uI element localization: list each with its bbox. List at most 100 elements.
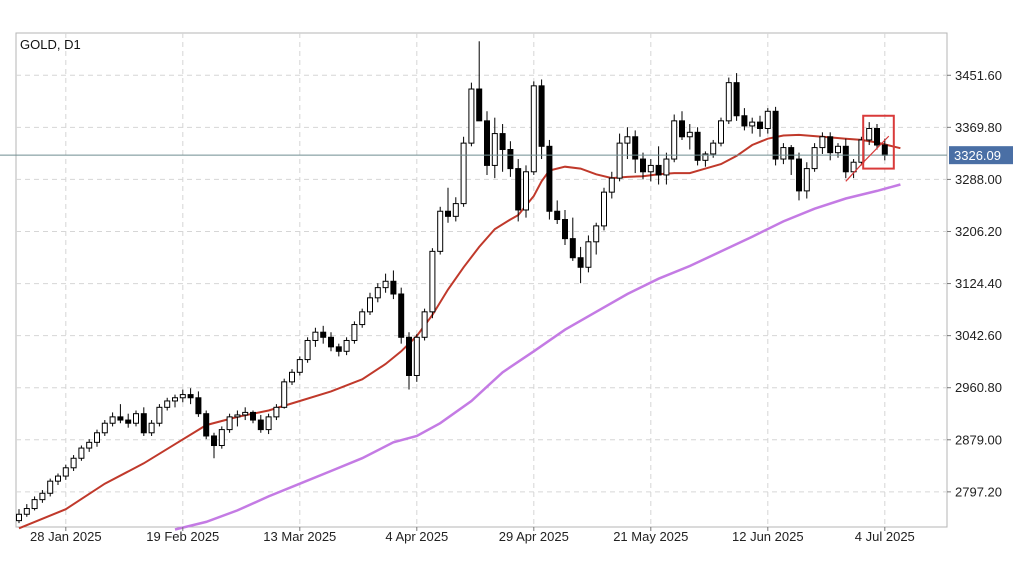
candle-body — [273, 406, 280, 418]
candle-down — [546, 139, 553, 220]
candle-body — [710, 142, 717, 155]
y-tick-label: 2797.20 — [955, 484, 1002, 499]
candle-down — [679, 111, 685, 140]
candle-up — [780, 143, 787, 165]
candle-down — [788, 145, 795, 175]
candle-body — [624, 136, 631, 144]
candle-body — [811, 147, 818, 170]
candle-up — [593, 222, 600, 255]
x-tick-label: 4 Apr 2025 — [385, 529, 448, 544]
axis-labels: 3451.60 3369.80 3288.00 3206.20 3124.40 3042.… — [30, 68, 1002, 544]
candle-down — [554, 200, 561, 224]
x-tick-label: 13 Mar 2025 — [263, 529, 336, 544]
candle-up — [133, 410, 139, 427]
candle-body — [764, 110, 771, 129]
candle-up — [164, 397, 171, 411]
candle-up — [86, 439, 93, 452]
candle-down — [733, 73, 740, 121]
candle-body — [538, 85, 545, 147]
candle-up — [725, 77, 732, 125]
candle-up — [468, 82, 475, 147]
candle-down — [562, 209, 568, 245]
candle-down — [320, 325, 327, 344]
x-tick-label: 29 Apr 2025 — [499, 529, 569, 544]
candle-body — [780, 147, 787, 160]
candle-body — [23, 508, 30, 515]
highlight-box — [862, 114, 895, 170]
candle-body — [250, 411, 256, 421]
candle-body — [850, 161, 857, 173]
candle-up — [172, 394, 178, 408]
y-tick-label: 3124.40 — [955, 276, 1002, 291]
candle-body — [632, 136, 639, 160]
candle-body — [679, 120, 685, 138]
y-tick-label: 2879.00 — [955, 432, 1002, 447]
candle-down — [250, 410, 256, 424]
candle-up — [702, 151, 709, 167]
candle-up — [218, 426, 225, 449]
candle-up — [289, 369, 295, 386]
candle-down — [538, 79, 545, 160]
candle-body — [608, 177, 615, 193]
candle-up — [866, 122, 873, 146]
candle-down — [117, 404, 124, 424]
candle-body — [281, 381, 288, 408]
y-tick-label: 3206.20 — [955, 224, 1002, 239]
candle-up — [101, 420, 108, 436]
candle-up — [718, 117, 724, 147]
candle-body — [476, 88, 483, 122]
candle-body — [655, 164, 662, 176]
candle-down — [569, 217, 576, 261]
candle-body — [172, 397, 178, 402]
candle-up — [312, 327, 319, 347]
candle-body — [335, 346, 342, 352]
candle-body — [320, 331, 327, 338]
candle-body — [515, 168, 522, 211]
candle-body — [772, 110, 779, 160]
x-tick-label: 19 Feb 2025 — [146, 529, 219, 544]
candle-up — [226, 413, 233, 433]
candle-body — [569, 238, 576, 259]
candle-down — [796, 152, 802, 201]
candle-body — [39, 492, 46, 501]
candle-body — [491, 133, 498, 166]
candle-body — [203, 413, 210, 437]
candle-up — [382, 273, 389, 293]
chart-title: GOLD, D1 — [20, 37, 81, 52]
candle-down — [328, 332, 334, 352]
y-tick-label: 2960.80 — [955, 380, 1002, 395]
candle-up — [671, 114, 678, 163]
candle-body — [445, 210, 451, 217]
overlay-layer: 3326.09 — [0, 114, 1013, 182]
candle-body — [733, 82, 740, 117]
candle-down — [741, 108, 748, 131]
candle-body — [694, 131, 701, 161]
candle-body — [796, 158, 802, 192]
candle-body — [367, 297, 373, 313]
candle-up — [608, 171, 615, 199]
candle-body — [507, 148, 514, 170]
candle-down — [211, 432, 217, 459]
annotation-arrow — [845, 135, 890, 182]
candle-body — [156, 406, 163, 424]
candle-body — [593, 225, 600, 243]
candle-up — [47, 478, 54, 497]
candle-body — [70, 457, 77, 469]
candle-down — [507, 141, 514, 177]
candle-body — [312, 331, 319, 341]
candle-up — [624, 127, 631, 160]
candle-body — [554, 210, 561, 221]
candle-body — [437, 210, 444, 252]
candle-body — [562, 219, 568, 240]
candle-down — [842, 138, 849, 179]
candle-up — [359, 308, 366, 328]
candle-up — [23, 504, 30, 517]
candle-up — [523, 165, 529, 218]
candle-down — [640, 152, 646, 180]
candle-up — [343, 337, 350, 356]
candle-body — [234, 414, 241, 418]
candle-body — [390, 280, 397, 295]
candle-body — [702, 153, 709, 161]
candle-up — [811, 143, 818, 172]
candle-up — [647, 159, 654, 182]
